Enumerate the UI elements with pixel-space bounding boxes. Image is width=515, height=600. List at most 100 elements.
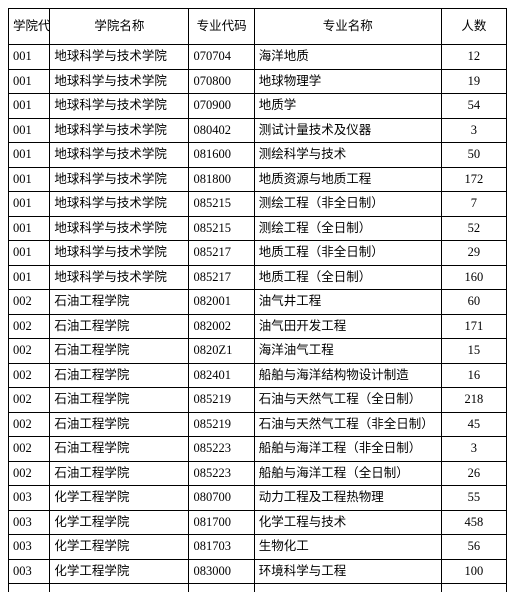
table-header: 学院代码 学院名称 专业代码 专业名称 人数: [9, 9, 507, 45]
cell-major-code: 085219: [189, 388, 254, 413]
table-row: 001地球科学与技术学院081800地质资源与地质工程172: [9, 167, 507, 192]
table-row: 002石油工程学院082002油气田开发工程171: [9, 314, 507, 339]
cell-major-code: 082002: [189, 314, 254, 339]
cell-count: 29: [441, 241, 506, 266]
cell-major-code: 085215: [189, 216, 254, 241]
cell-count: 26: [441, 461, 506, 486]
cell-major-name: 测绘工程（全日制）: [254, 216, 441, 241]
cell-college-code: 001: [9, 241, 50, 266]
cell-college-code: 002: [9, 363, 50, 388]
cell-college-code: 002: [9, 290, 50, 315]
cell-empty: [9, 584, 50, 592]
table-row: 001地球科学与技术学院070704海洋地质12: [9, 45, 507, 70]
cell-college-code: 002: [9, 461, 50, 486]
cell-empty: [441, 584, 506, 592]
cell-major-name: 环境科学与工程: [254, 559, 441, 584]
cell-major-name: 地球物理学: [254, 69, 441, 94]
cell-college-code: 001: [9, 143, 50, 168]
cell-college-name: 地球科学与技术学院: [50, 94, 189, 119]
table-row: 003化学工程学院083000环境科学与工程100: [9, 559, 507, 584]
cell-count: 15: [441, 339, 506, 364]
cell-major-name: 海洋油气工程: [254, 339, 441, 364]
cell-college-code: 001: [9, 118, 50, 143]
cell-count: 16: [441, 363, 506, 388]
cell-college-code: 002: [9, 339, 50, 364]
cell-major-code: 082401: [189, 363, 254, 388]
cell-major-code: 070800: [189, 69, 254, 94]
cell-major-name: 地质资源与地质工程: [254, 167, 441, 192]
table-row: 002石油工程学院082001油气井工程60: [9, 290, 507, 315]
cell-major-code: 085217: [189, 265, 254, 290]
cell-college-code: 001: [9, 69, 50, 94]
table-row: 002石油工程学院082401船舶与海洋结构物设计制造16: [9, 363, 507, 388]
cell-college-name: 石油工程学院: [50, 290, 189, 315]
cell-college-code: 003: [9, 559, 50, 584]
cell-college-name: 化学工程学院: [50, 535, 189, 560]
cell-major-name: 海洋地质: [254, 45, 441, 70]
cell-count: 218: [441, 388, 506, 413]
header-major-name: 专业名称: [254, 9, 441, 45]
cell-college-name: 化学工程学院: [50, 510, 189, 535]
table-row: 001地球科学与技术学院070900地质学54: [9, 94, 507, 119]
cell-count: 7: [441, 192, 506, 217]
table-row: 002石油工程学院085223船舶与海洋工程（全日制）26: [9, 461, 507, 486]
table-row: 002石油工程学院085219石油与天然气工程（非全日制）45: [9, 412, 507, 437]
cell-major-name: 油气井工程: [254, 290, 441, 315]
cell-count: 172: [441, 167, 506, 192]
cell-major-code: 081700: [189, 510, 254, 535]
table-row: 001地球科学与技术学院085215测绘工程（非全日制）7: [9, 192, 507, 217]
cell-college-name: 石油工程学院: [50, 314, 189, 339]
cell-major-name: 化学工程与技术: [254, 510, 441, 535]
cell-college-name: 地球科学与技术学院: [50, 265, 189, 290]
table-body: 001地球科学与技术学院070704海洋地质12001地球科学与技术学院0708…: [9, 45, 507, 592]
cell-college-name: 地球科学与技术学院: [50, 167, 189, 192]
table-row: 001地球科学与技术学院080402测试计量技术及仪器3: [9, 118, 507, 143]
table-row: 002石油工程学院085219石油与天然气工程（全日制）218: [9, 388, 507, 413]
cell-college-name: 石油工程学院: [50, 412, 189, 437]
cell-major-code: 070900: [189, 94, 254, 119]
header-college-code: 学院代码: [9, 9, 50, 45]
table-row: 002石油工程学院085223船舶与海洋工程（非全日制）3: [9, 437, 507, 462]
cell-count: 60: [441, 290, 506, 315]
cell-college-code: 001: [9, 192, 50, 217]
table-row: 002石油工程学院0820Z1海洋油气工程15: [9, 339, 507, 364]
cell-college-name: 石油工程学院: [50, 339, 189, 364]
cell-major-name: 船舶与海洋结构物设计制造: [254, 363, 441, 388]
header-count: 人数: [441, 9, 506, 45]
cell-college-code: 001: [9, 45, 50, 70]
cell-major-name: 测绘科学与技术: [254, 143, 441, 168]
cell-college-code: 002: [9, 314, 50, 339]
cell-count: 56: [441, 535, 506, 560]
table-row: 001地球科学与技术学院085215测绘工程（全日制）52: [9, 216, 507, 241]
cell-major-code: 082001: [189, 290, 254, 315]
cell-college-name: 地球科学与技术学院: [50, 143, 189, 168]
cell-major-code: 085219: [189, 412, 254, 437]
cell-major-name: 油气田开发工程: [254, 314, 441, 339]
cell-major-name: 动力工程及工程热物理: [254, 486, 441, 511]
cell-count: 12: [441, 45, 506, 70]
cell-major-code: 080402: [189, 118, 254, 143]
cell-count: 3: [441, 437, 506, 462]
cell-college-name: 石油工程学院: [50, 363, 189, 388]
cell-college-name: 石油工程学院: [50, 461, 189, 486]
cell-college-name: 石油工程学院: [50, 437, 189, 462]
cell-count: 458: [441, 510, 506, 535]
cell-major-code: 083000: [189, 559, 254, 584]
cell-count: 45: [441, 412, 506, 437]
cell-major-code: 070704: [189, 45, 254, 70]
cell-college-code: 003: [9, 535, 50, 560]
table-row: 001地球科学与技术学院070800地球物理学19: [9, 69, 507, 94]
cell-major-name: 石油与天然气工程（全日制）: [254, 388, 441, 413]
cell-major-code: 085223: [189, 437, 254, 462]
cell-count: 55: [441, 486, 506, 511]
table-row: 003化学工程学院081700化学工程与技术458: [9, 510, 507, 535]
cell-college-code: 003: [9, 510, 50, 535]
cell-empty: [189, 584, 254, 592]
cell-major-code: 080700: [189, 486, 254, 511]
header-major-code: 专业代码: [189, 9, 254, 45]
table-row: 001地球科学与技术学院081600测绘科学与技术50: [9, 143, 507, 168]
cell-count: 171: [441, 314, 506, 339]
cell-college-code: 003: [9, 486, 50, 511]
cell-college-name: 地球科学与技术学院: [50, 216, 189, 241]
cell-major-name: 地质工程（全日制）: [254, 265, 441, 290]
